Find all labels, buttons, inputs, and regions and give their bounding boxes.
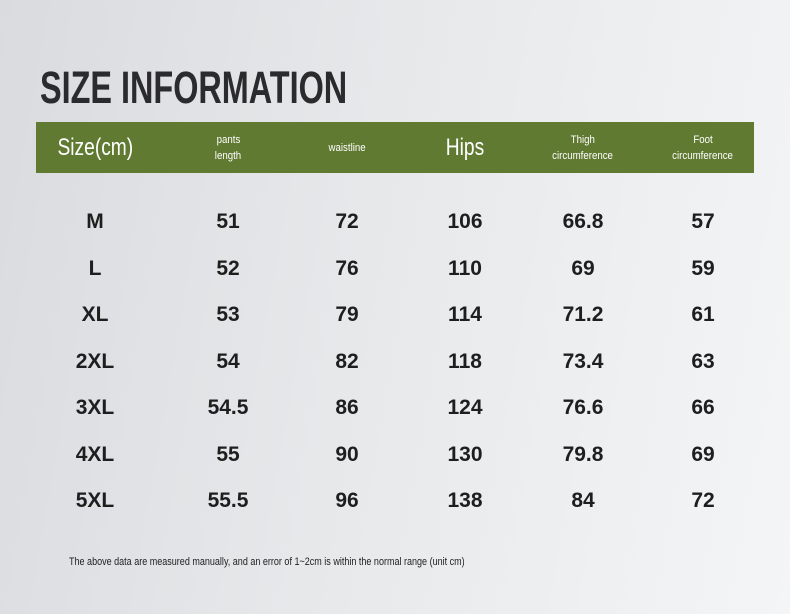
header-text: Hips [445, 133, 485, 161]
cell-value: 55.5 [207, 489, 249, 512]
cell-value: 90 [335, 442, 359, 466]
header-cell: waistline [287, 122, 407, 173]
cell-value: 124 [447, 396, 483, 419]
header-text: Size(cm) [57, 133, 133, 161]
cell-value: 72 [691, 489, 715, 512]
cell-value: 51 [216, 210, 240, 233]
cell-value: 106 [447, 210, 483, 233]
cell-value: 130 [447, 442, 483, 466]
header-cell: Thigh circumference [523, 122, 643, 173]
size-label: 5XL [75, 489, 115, 512]
header-text: circumference [672, 149, 734, 162]
cell-value: 66 [691, 396, 715, 419]
cell-value: 53 [216, 303, 240, 326]
cell-value: 55 [216, 442, 240, 466]
cell-value: 79.8 [562, 442, 604, 466]
cell-value: 84 [571, 489, 595, 512]
header-text: pants [216, 133, 240, 146]
cell-value: 110 [448, 256, 482, 280]
cell-value: 59 [691, 256, 715, 280]
header-cell: pants length [168, 122, 288, 173]
cell-value: 54 [216, 349, 240, 373]
size-label: M [86, 210, 104, 233]
cell-value: 54.5 [207, 396, 249, 419]
cell-value: 73.4 [562, 349, 604, 373]
cell-value: 76 [335, 256, 359, 280]
footnote: The above data are measured manually, an… [69, 556, 465, 568]
cell-value: 96 [335, 489, 359, 512]
header-cell: Size(cm) [35, 122, 155, 173]
cell-value: 52 [216, 256, 240, 280]
cell-value: 66.8 [562, 210, 604, 233]
size-label: 2XL [75, 349, 115, 373]
cell-value: 86 [335, 396, 359, 419]
cell-value: 63 [691, 349, 715, 373]
header-text: length [214, 149, 242, 162]
cell-value: 118 [448, 349, 482, 373]
size-label: 3XL [75, 396, 115, 419]
cell-value: 72 [335, 210, 359, 233]
title: SIZE INFORMATION [40, 62, 348, 113]
cell-value: 69 [691, 442, 715, 466]
header-band: Size(cm) pants length waistline Hips Thigh cir… [36, 122, 754, 173]
cell-value: 76.6 [562, 396, 604, 419]
cell-value: 57 [691, 210, 715, 233]
size-label: 4XL [75, 442, 115, 466]
cell-value: 69 [571, 256, 595, 280]
header-cell: Foot circumference [643, 122, 763, 173]
cell-value: 79 [335, 303, 359, 326]
header-text: circumference [552, 149, 614, 162]
cell-value: 138 [447, 489, 483, 512]
size-label: XL [81, 303, 109, 326]
cell-value: 71.2 [562, 303, 604, 326]
header-cell: Hips [405, 122, 525, 173]
header-text: Foot [693, 133, 713, 146]
cell-value: 61 [691, 303, 715, 326]
cell-value: 114 [448, 303, 482, 326]
cell-value: 82 [335, 349, 359, 373]
size-label: L [88, 256, 102, 280]
header-text: Thigh [570, 133, 596, 146]
header-text: waistline [328, 141, 366, 154]
